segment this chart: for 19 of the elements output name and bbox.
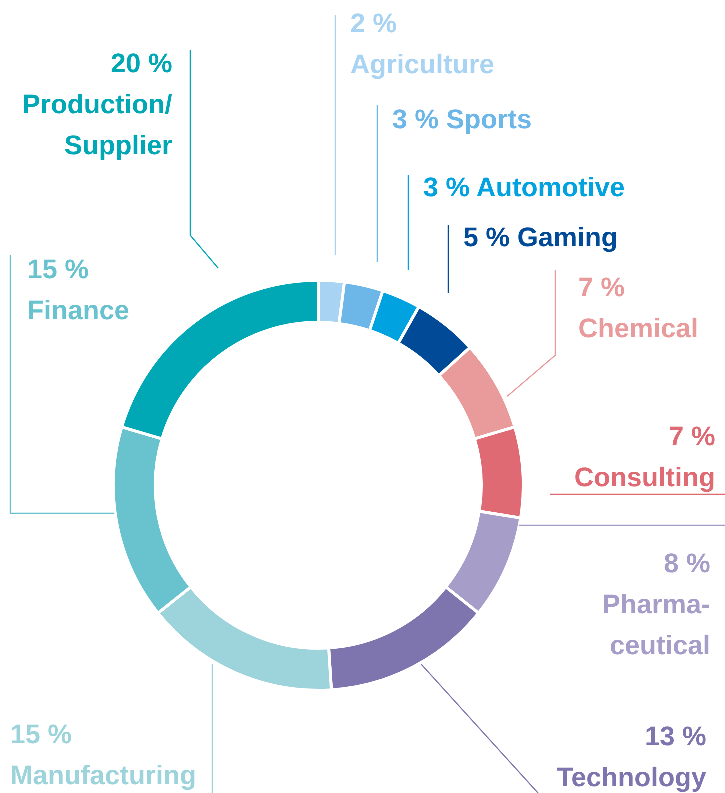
data-label: 15 % <box>10 720 72 750</box>
data-label: 15 % <box>28 254 90 284</box>
data-label: 7 % <box>578 272 626 302</box>
data-label: 8 % <box>664 548 711 578</box>
slice-label: Production/ Supplier <box>22 90 173 161</box>
data-label: 13 % <box>644 722 707 752</box>
slice-label: Finance <box>28 296 130 326</box>
slice-label: Manufacturing <box>10 760 196 791</box>
slice-label: Agriculture <box>350 50 495 80</box>
data-label: 2 % <box>350 8 398 38</box>
slice-label: Consulting <box>574 462 716 493</box>
slice-label: 3 % Sports <box>392 104 532 134</box>
slice-label: Pharma- ceutical <box>602 590 711 661</box>
slice-label: Chemical <box>578 314 699 344</box>
slice-label: 5 % Gaming <box>464 222 618 252</box>
slice-label: Technology <box>557 762 707 793</box>
data-label: 7 % <box>668 422 716 452</box>
slice-label: 3 % Automotive <box>424 172 626 202</box>
data-label: 20 % <box>110 48 173 78</box>
